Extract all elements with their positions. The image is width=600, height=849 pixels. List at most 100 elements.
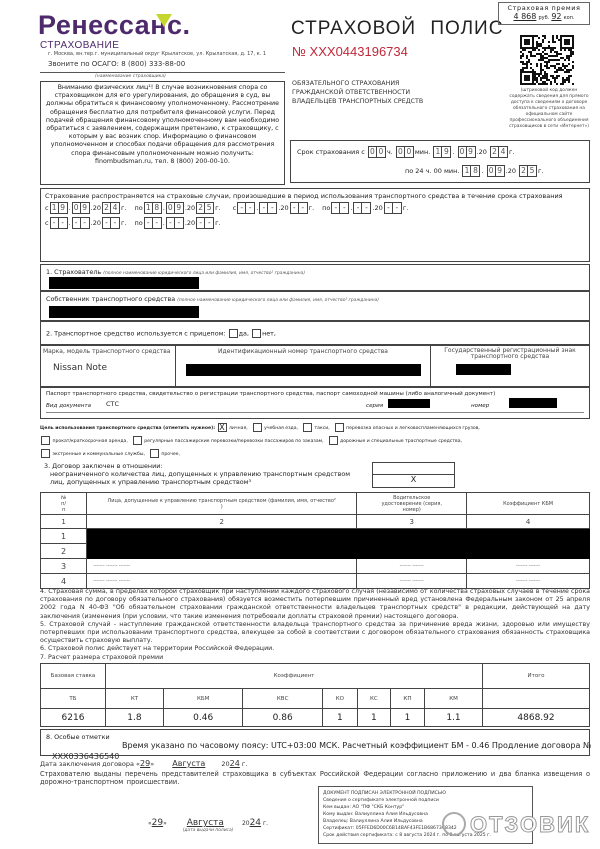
digit-cell: - bbox=[167, 218, 175, 228]
day-field: -- bbox=[49, 217, 68, 229]
divider bbox=[40, 72, 285, 73]
base-rate-header: Базовая ставка bbox=[40, 663, 106, 689]
digit-cell: 5 bbox=[206, 203, 212, 212]
unit: ч. bbox=[386, 148, 393, 156]
calc-columns-row: ТБ КТ КБМ КВС КО КС КП КМ bbox=[40, 688, 590, 709]
drivers-header-cell: Лица, допущенные к управлению транспортн… bbox=[86, 492, 358, 515]
drivers-header-cell: № п/п bbox=[39, 492, 88, 515]
purpose-option[interactable]: прочее, bbox=[149, 449, 180, 458]
purpose-checkbox[interactable] bbox=[132, 436, 142, 445]
kop-unit: коп. bbox=[563, 15, 575, 21]
purpose-option[interactable]: прокат/краткосрочная аренда, bbox=[40, 436, 128, 445]
purpose-checkbox[interactable] bbox=[252, 423, 262, 432]
digit-cell: 1 bbox=[145, 203, 153, 213]
digit-cell: 4 bbox=[112, 203, 118, 212]
digit-cell: - bbox=[332, 203, 341, 213]
subtitle-line: ВЛАДЕЛЬЦЕВ ТРАНСПОРТНЫХ СРЕДСТВ bbox=[292, 98, 424, 105]
unit: г. bbox=[121, 204, 127, 212]
digit-cell: - bbox=[248, 203, 252, 212]
digit-cell: 9 bbox=[443, 147, 449, 156]
unit: мин. bbox=[414, 148, 431, 156]
owner-label: Собственник транспортного средства bbox=[46, 295, 176, 303]
purpose-option[interactable]: перевозка опасных и легковоспламеняющихс… bbox=[334, 423, 480, 432]
purpose-option[interactable]: регулярные пассажирские перевозки/перево… bbox=[132, 436, 324, 445]
digit-cell: - bbox=[61, 218, 64, 227]
purpose-checkbox[interactable]: X bbox=[217, 423, 227, 432]
calc-value: 0.86 bbox=[242, 708, 323, 727]
trailer-no-checkbox[interactable] bbox=[252, 329, 262, 338]
signature-line: Кому выдан: Валиуллина Алия Ильдусовна bbox=[323, 812, 428, 817]
redacted-number bbox=[509, 398, 557, 408]
digit-cell: - bbox=[155, 218, 159, 227]
digit-cell: - bbox=[113, 218, 117, 227]
year-prefix: 20 bbox=[92, 219, 102, 227]
purpose-checkbox[interactable] bbox=[149, 449, 159, 458]
purpose-checkbox[interactable] bbox=[41, 436, 50, 445]
calc-column: КС bbox=[356, 688, 391, 709]
period-prefix: по bbox=[134, 204, 143, 212]
digit-cell: - bbox=[145, 218, 153, 228]
year-field: -- bbox=[383, 202, 402, 214]
year-prefix: 20 bbox=[507, 167, 516, 175]
year-prefix: 20 bbox=[186, 219, 196, 227]
trailer-yes-checkbox[interactable] bbox=[228, 329, 238, 338]
issue-date-caption: (дата выдачи полиса) bbox=[182, 828, 234, 833]
policy-subtitle: ОБЯЗАТЕЛЬНОГО СТРАХОВАНИЯ ГРАЖДАНСКОЙ ОТ… bbox=[292, 79, 423, 106]
digit-cell: - bbox=[270, 203, 274, 212]
vin-cell: Идентификационный номер транспортного ср… bbox=[175, 345, 431, 387]
column-number: 3 bbox=[356, 514, 468, 529]
premium-rub: 4 868 bbox=[513, 12, 537, 21]
purpose-option[interactable]: экстренные и коммунальные службы, bbox=[40, 449, 145, 458]
unlimited-mark[interactable] bbox=[373, 463, 454, 475]
digit-cell: - bbox=[83, 218, 87, 227]
special-text: Время указано по часовому поясу: UTC+03:… bbox=[122, 741, 592, 750]
period-prefix: с bbox=[45, 204, 49, 212]
digit-cell: 0 bbox=[397, 147, 405, 157]
period-prefix: по bbox=[322, 204, 331, 212]
purpose-checkbox[interactable] bbox=[334, 423, 344, 432]
clause-7: 7. Расчет размера страховой премии bbox=[40, 653, 164, 661]
coverage-text: Страхование распространяется на страховы… bbox=[45, 192, 563, 200]
clauses: 4. Страховая сумма, в пределах которой с… bbox=[40, 588, 590, 662]
purpose-option[interactable]: такси, bbox=[302, 423, 330, 432]
passport-label: Паспорт транспортного средства, свидетел… bbox=[46, 391, 496, 397]
purpose-option[interactable]: дорожные и специальные траспортные средс… bbox=[328, 436, 462, 445]
purpose-checkbox[interactable] bbox=[41, 449, 50, 458]
digit-cell: 9 bbox=[468, 147, 473, 156]
clause-4: 4. Страховая сумма, в пределах которой с… bbox=[40, 588, 590, 620]
logo-triangle-icon bbox=[156, 14, 172, 27]
unit: г. bbox=[241, 760, 248, 768]
digit-cell: 2 bbox=[491, 147, 499, 157]
coverage-periods: с 1 9. 0 9.20 2 4 г. по 1 8. 0 9.20 2 5 г. с - -. - - .20- - г.… bbox=[45, 201, 585, 231]
contract-label: 3. Договор заключен в отношении: bbox=[44, 462, 163, 470]
purpose-option[interactable]: X личная, bbox=[217, 423, 248, 432]
month-field: -- bbox=[165, 217, 184, 229]
calc-header-row: Базовая ставка Коэффициент Итого bbox=[40, 663, 590, 689]
purpose-checkbox[interactable] bbox=[303, 423, 312, 432]
column-number: 2 bbox=[86, 514, 358, 529]
calc-column: КТ bbox=[105, 688, 164, 709]
vehicle-model: Nissan Note bbox=[53, 363, 107, 373]
digit-cell: - bbox=[301, 203, 305, 212]
trailer-no-label: нет, bbox=[262, 329, 276, 338]
calc-value: 1 bbox=[389, 708, 426, 727]
purpose-option[interactable]: учебная езда, bbox=[252, 423, 298, 432]
unit: г. bbox=[121, 219, 127, 227]
unit: г. bbox=[262, 820, 269, 827]
premium-label: Страховая премия bbox=[507, 4, 581, 12]
drivers-header-row: № п/п Лица, допущенные к управлению транс… bbox=[39, 492, 590, 515]
total-header: Итого bbox=[482, 663, 590, 689]
year-field: -- bbox=[289, 202, 308, 214]
driver-index: 1 bbox=[39, 528, 88, 544]
purpose-checkbox[interactable] bbox=[328, 436, 338, 445]
limited-mark[interactable]: X bbox=[410, 475, 417, 484]
month-field: -- bbox=[71, 217, 90, 229]
calc-value: 6216 bbox=[40, 708, 106, 727]
purpose-label: перевозка опасных и легковоспламеняющихс… bbox=[344, 426, 480, 431]
